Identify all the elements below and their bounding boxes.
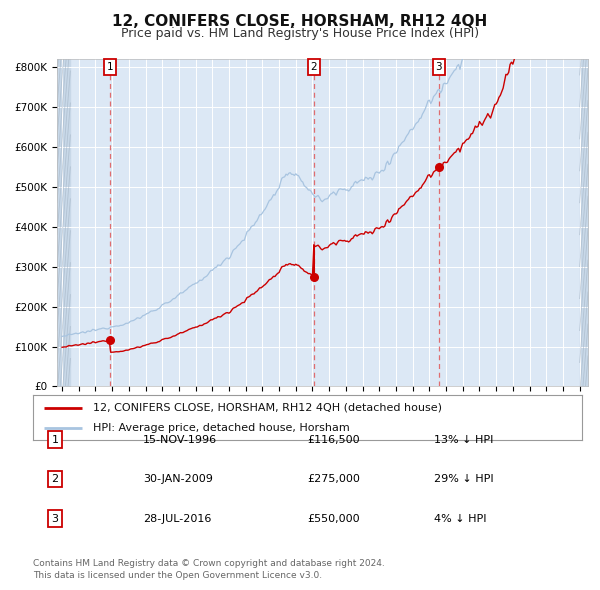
Text: 13% ↓ HPI: 13% ↓ HPI bbox=[434, 435, 493, 444]
Text: £116,500: £116,500 bbox=[308, 435, 360, 444]
Text: 1: 1 bbox=[107, 62, 113, 72]
Text: Price paid vs. HM Land Registry's House Price Index (HPI): Price paid vs. HM Land Registry's House … bbox=[121, 27, 479, 40]
Text: 15-NOV-1996: 15-NOV-1996 bbox=[143, 435, 217, 444]
Text: 30-JAN-2009: 30-JAN-2009 bbox=[143, 474, 212, 484]
Text: 3: 3 bbox=[52, 514, 58, 523]
Text: £275,000: £275,000 bbox=[308, 474, 361, 484]
Text: 12, CONIFERS CLOSE, HORSHAM, RH12 4QH (detached house): 12, CONIFERS CLOSE, HORSHAM, RH12 4QH (d… bbox=[94, 403, 442, 412]
Text: 4% ↓ HPI: 4% ↓ HPI bbox=[434, 514, 486, 523]
Text: 3: 3 bbox=[436, 62, 442, 72]
Text: 29% ↓ HPI: 29% ↓ HPI bbox=[434, 474, 493, 484]
Text: 12, CONIFERS CLOSE, HORSHAM, RH12 4QH: 12, CONIFERS CLOSE, HORSHAM, RH12 4QH bbox=[112, 14, 488, 30]
Text: 2: 2 bbox=[52, 474, 59, 484]
Text: 28-JUL-2016: 28-JUL-2016 bbox=[143, 514, 211, 523]
Text: £550,000: £550,000 bbox=[308, 514, 360, 523]
Text: 2: 2 bbox=[311, 62, 317, 72]
Text: Contains HM Land Registry data © Crown copyright and database right 2024.
This d: Contains HM Land Registry data © Crown c… bbox=[33, 559, 385, 580]
Text: HPI: Average price, detached house, Horsham: HPI: Average price, detached house, Hors… bbox=[94, 424, 350, 434]
Text: 1: 1 bbox=[52, 435, 58, 444]
